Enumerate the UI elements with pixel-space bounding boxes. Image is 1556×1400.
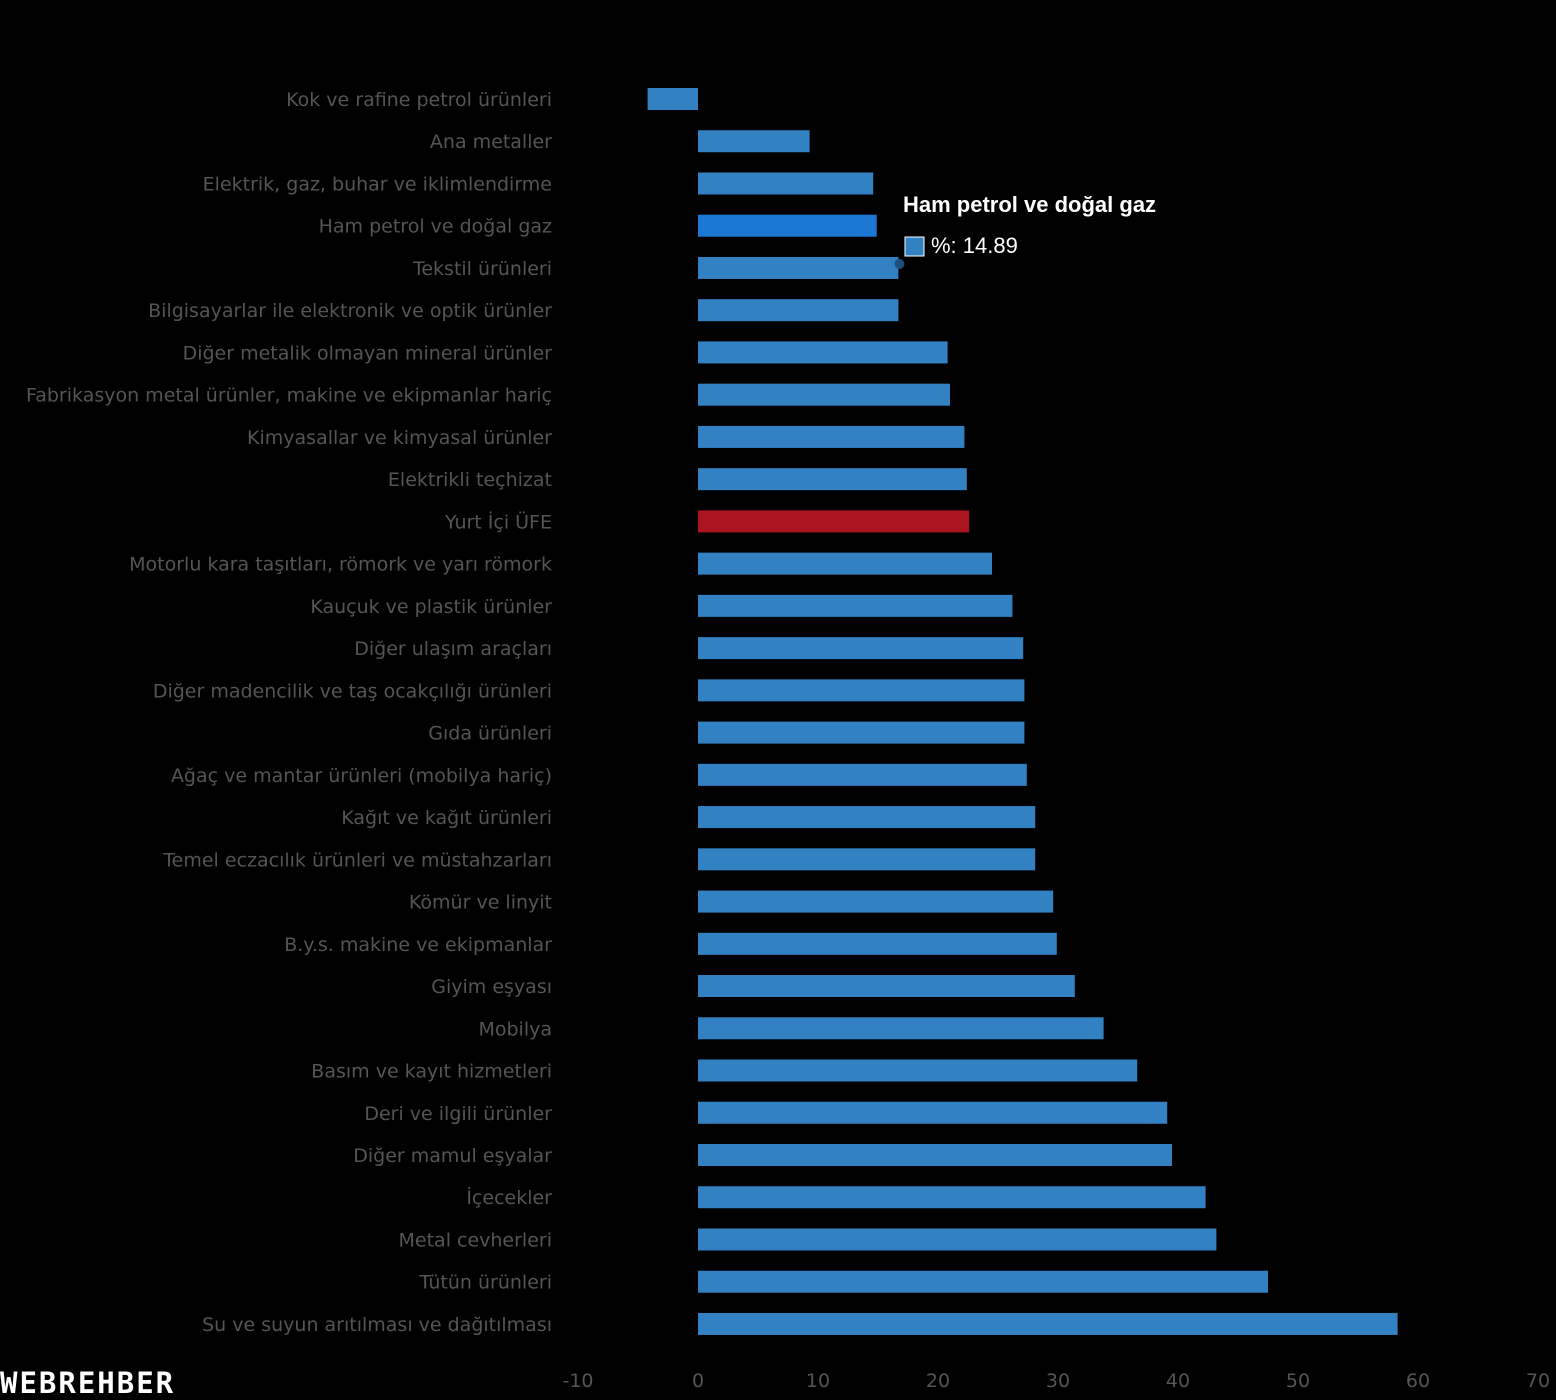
bar[interactable]: [698, 637, 1024, 660]
x-tick-label: 30: [1046, 1370, 1070, 1392]
bar[interactable]: [698, 1228, 1217, 1251]
bar[interactable]: [698, 1017, 1104, 1040]
category-label: Diğer mamul eşyalar: [353, 1145, 552, 1167]
bars-layer: [647, 88, 1398, 1335]
category-label: Giyim eşyası: [431, 976, 552, 998]
category-label: Diğer ulaşım araçları: [354, 638, 552, 660]
category-label: Tekstil ürünleri: [412, 258, 552, 280]
category-label: Kimyasallar ve kimyasal ürünler: [247, 427, 552, 449]
bar[interactable]: [698, 975, 1075, 998]
category-label: Kağıt ve kağıt ürünleri: [341, 807, 552, 829]
bar[interactable]: [698, 299, 899, 322]
category-label: Kömür ve linyit: [409, 892, 552, 914]
bar[interactable]: [698, 172, 874, 195]
x-tick-label: 60: [1406, 1370, 1430, 1392]
bar[interactable]: [698, 806, 1036, 829]
category-label: Diğer metalik olmayan mineral ürünler: [183, 342, 553, 364]
category-label: Tütün ürünleri: [418, 1272, 552, 1294]
x-tick-label: -10: [562, 1370, 593, 1392]
category-label: Bilgisayarlar ile elektronik ve optik ür…: [148, 300, 552, 322]
x-tick-label: 50: [1286, 1370, 1310, 1392]
tooltip-title: Ham petrol ve doğal gaz: [903, 192, 1156, 217]
bar[interactable]: [698, 1270, 1268, 1293]
bar[interactable]: [698, 848, 1036, 871]
bar[interactable]: [698, 679, 1025, 702]
bar[interactable]: [698, 552, 992, 575]
category-label: Ham petrol ve doğal gaz: [319, 216, 552, 238]
x-tick-label: 10: [806, 1370, 830, 1392]
bar[interactable]: [698, 468, 967, 491]
category-label: Su ve suyun arıtılması ve dağıtılması: [202, 1314, 552, 1336]
bar[interactable]: [698, 1144, 1172, 1166]
bar[interactable]: [698, 130, 810, 153]
category-label: Elektrikli teçhizat: [388, 469, 552, 491]
hover-marker: [894, 258, 905, 269]
category-label: Kauçuk ve plastik ürünler: [310, 596, 552, 618]
x-tick-label: 70: [1526, 1370, 1550, 1392]
category-label: Mobilya: [478, 1018, 552, 1040]
x-tick-label: 40: [1166, 1370, 1190, 1392]
bar[interactable]: [647, 88, 698, 110]
bar[interactable]: [698, 1101, 1168, 1124]
bar[interactable]: [698, 510, 970, 533]
category-label: Basım ve kayıt hizmetleri: [311, 1061, 552, 1083]
category-label: Motorlu kara taşıtları, römork ve yarı r…: [129, 554, 552, 576]
bar[interactable]: [698, 383, 950, 406]
x-tick-label: 20: [926, 1370, 950, 1392]
bar[interactable]: [698, 932, 1057, 955]
bar[interactable]: [698, 1059, 1138, 1082]
category-label: Deri ve ilgili ürünler: [364, 1103, 552, 1125]
bar[interactable]: [698, 425, 965, 448]
bar[interactable]: [698, 214, 877, 237]
tooltip: Ham petrol ve doğal gaz %: 14.89: [903, 192, 1156, 258]
x-axis-ticks: -10 0 10 20 30 40 50 60 70: [562, 1370, 1550, 1392]
category-label: Diğer madencilik ve taş ocakçılığı ürünl…: [153, 680, 552, 702]
webrehber-logo: WEBREHBER: [0, 1366, 176, 1400]
category-label: Elektrik, gaz, buhar ve iklimlendirme: [203, 173, 552, 195]
bar[interactable]: [698, 256, 899, 279]
category-label: Gıda ürünleri: [428, 723, 552, 745]
category-label: Yurt İçi ÜFE: [444, 510, 552, 533]
category-label: B.y.s. makine ve ekipmanlar: [284, 934, 552, 956]
category-label: Temel eczacılık ürünleri ve müstahzarlar…: [162, 849, 552, 871]
bar[interactable]: [698, 594, 1013, 617]
bar[interactable]: [698, 1186, 1206, 1209]
tooltip-value: %: 14.89: [931, 233, 1018, 258]
category-label: Ağaç ve mantar ürünleri (mobilya hariç): [171, 765, 552, 787]
bar[interactable]: [698, 763, 1027, 786]
category-label: Fabrikasyon metal ürünler, makine ve eki…: [26, 385, 552, 407]
bar[interactable]: [698, 1312, 1398, 1335]
bar[interactable]: [698, 721, 1025, 744]
x-tick-label: 0: [692, 1370, 704, 1392]
category-label: Kok ve rafine petrol ürünleri: [286, 89, 552, 111]
bar[interactable]: [698, 341, 948, 364]
category-labels: Kok ve rafine petrol ürünleri Ana metalle…: [26, 89, 552, 1336]
tooltip-swatch-icon: [904, 236, 925, 257]
category-label: Ana metaller: [430, 131, 552, 153]
category-label: İçecekler: [466, 1186, 552, 1209]
category-label: Metal cevherleri: [399, 1229, 552, 1251]
bar[interactable]: [698, 890, 1054, 913]
